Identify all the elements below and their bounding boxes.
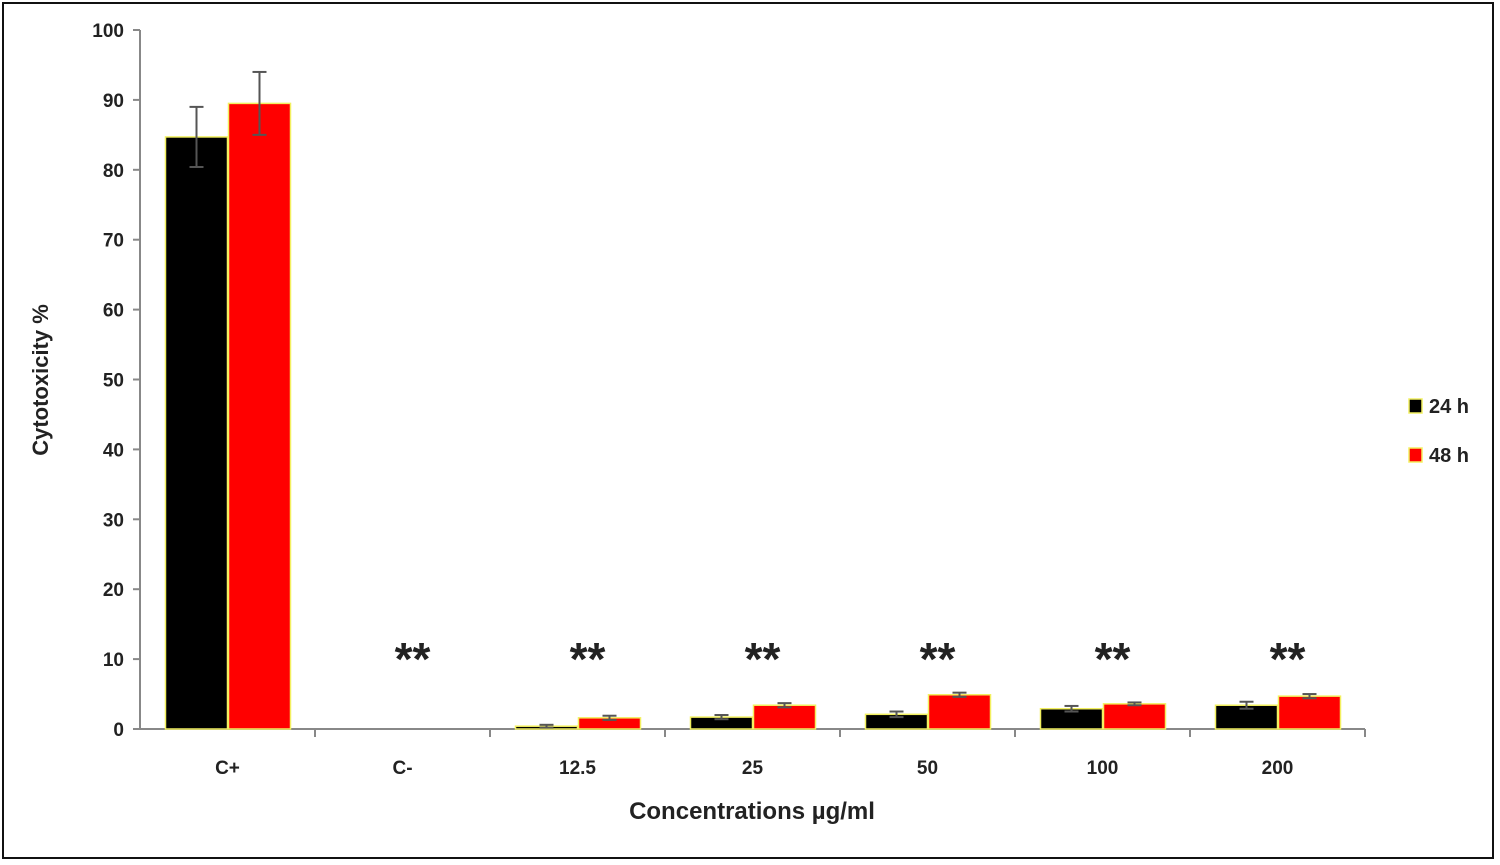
significance-marker: **	[745, 633, 781, 685]
x-axis-label: Concentrations µg/ml	[629, 798, 875, 825]
significance-marker: **	[920, 633, 956, 685]
y-tick-label: 30	[103, 510, 124, 531]
x-tick-label: 100	[1087, 758, 1119, 779]
significance-marker: **	[570, 633, 606, 685]
y-tick-label: 80	[103, 161, 124, 182]
bar-48h-100	[1102, 703, 1167, 730]
bar-48h-200	[1277, 695, 1342, 730]
y-tick-label: 100	[92, 21, 124, 42]
x-tick-label: C-	[392, 758, 412, 779]
y-tick-label: 40	[103, 440, 124, 461]
x-tick-label: C+	[215, 758, 240, 779]
y-tick-label: 20	[103, 580, 124, 601]
y-tick-label: 60	[103, 301, 124, 322]
legend-swatch	[1408, 447, 1423, 463]
y-tick-label: 10	[103, 650, 124, 671]
legend-label: 24 h	[1429, 396, 1469, 418]
significance-marker: **	[1270, 633, 1306, 685]
x-tick-label: 12.5	[559, 758, 596, 779]
y-axis-label: Cytotoxicity %	[28, 304, 53, 456]
legend-swatch	[1408, 398, 1423, 414]
bar-48h-50	[927, 693, 992, 730]
legend-label: 48 h	[1429, 445, 1469, 467]
significance-marker: **	[1095, 633, 1131, 685]
bar-48h-25	[752, 704, 817, 730]
x-tick-label: 25	[742, 758, 764, 779]
y-tick-label: 0	[113, 720, 124, 741]
y-tick-label: 70	[103, 231, 124, 252]
y-tick-label: 50	[103, 371, 124, 392]
bar-48h-C+	[227, 102, 292, 730]
x-tick-label: 200	[1262, 758, 1294, 779]
y-tick-label: 90	[103, 91, 124, 112]
x-tick-label: 50	[917, 758, 938, 779]
significance-marker: **	[395, 633, 431, 685]
bar-24h-C+	[164, 136, 229, 730]
